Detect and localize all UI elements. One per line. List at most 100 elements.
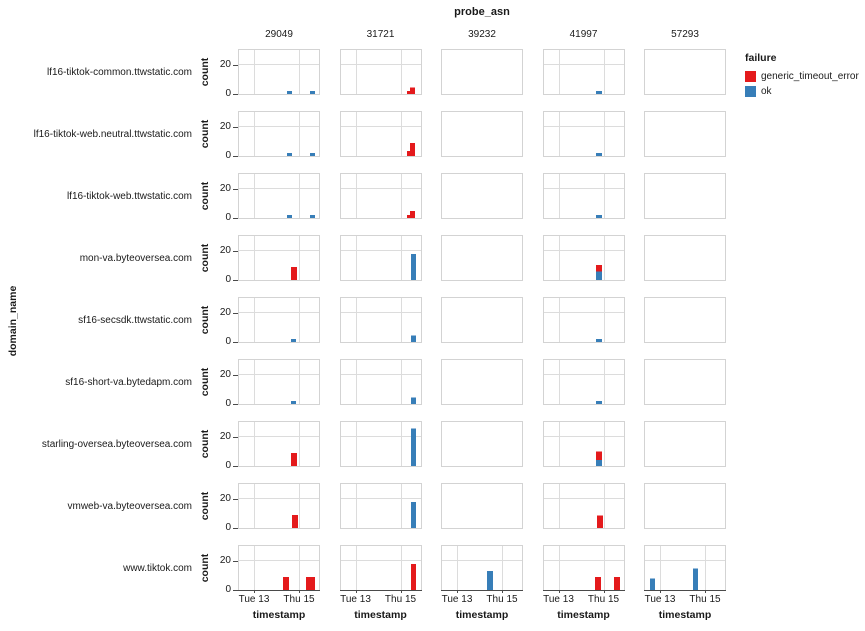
y-axis: count 20 0	[192, 298, 239, 347]
bar-segment	[595, 271, 602, 280]
x-axis-title: timestamp	[557, 609, 610, 621]
panel-plot	[340, 112, 421, 156]
facet-panel	[644, 297, 726, 343]
x-tick-mark	[558, 590, 560, 593]
facet-grid: lf16-tiktok-common.ttwstatic.com count 20 0…	[0, 49, 747, 608]
x-axis-line	[542, 590, 625, 591]
facet-panel	[441, 173, 523, 219]
y-tick-mark	[233, 93, 238, 95]
panel-plot	[543, 112, 624, 156]
facet-panel	[441, 359, 523, 405]
facet-column-header: 39232	[468, 29, 496, 40]
x-tick-mark	[400, 590, 402, 593]
y-tick-label: 20	[219, 493, 231, 504]
x-tick-label: Thu 15	[587, 594, 620, 605]
y-tick-mark	[233, 279, 238, 281]
facet-panel	[644, 421, 726, 467]
x-tick-label: Thu 15	[689, 594, 721, 605]
facet-row-label: sf16-secsdk.ttwstatic.com	[78, 314, 192, 326]
y-tick-mark	[233, 403, 238, 405]
panel-plot	[442, 484, 522, 528]
facet-row-label: sf16-short-va.bytedapm.com	[65, 376, 192, 388]
facet-panel	[238, 173, 320, 219]
x-axis-line	[441, 590, 523, 591]
x-tick-mark	[457, 590, 458, 593]
y-tick-label: 20	[219, 307, 231, 318]
panel-plot	[340, 50, 421, 94]
legend: failure generic_timeout_error ok	[745, 52, 859, 101]
x-axis-title: timestamp	[354, 609, 407, 621]
bar-segment	[595, 339, 602, 342]
y-axis: count 20 0	[192, 546, 239, 595]
bar-segment	[595, 215, 602, 218]
y-tick-label: 0	[225, 150, 231, 161]
y-tick-mark	[233, 589, 238, 591]
bar-segment	[409, 210, 415, 218]
facet-row-label: lf16-tiktok-common.ttwstatic.com	[46, 66, 192, 78]
facet-panel	[644, 483, 726, 529]
y-tick-mark	[233, 155, 238, 157]
facet-panel	[238, 49, 320, 95]
panel-plot	[239, 112, 319, 156]
bar-segment	[310, 153, 315, 156]
y-axis-title: count	[199, 553, 211, 583]
facet-panel	[644, 235, 726, 281]
bar-segment	[487, 571, 493, 590]
y-tick-mark	[233, 341, 238, 343]
facet-panel	[542, 111, 625, 157]
x-tick-label: Thu 15	[283, 594, 315, 605]
panel-plot	[442, 422, 522, 466]
facet-panel	[441, 483, 523, 529]
x-axis-titles: timestamp timestamp timestamp timestamp time…	[239, 609, 747, 621]
bar-segment	[291, 452, 297, 466]
x-tick-mark	[502, 590, 503, 593]
x-tick-label: Tue 13	[543, 594, 574, 605]
bar-segment	[406, 215, 410, 218]
facet-column-header: 57293	[671, 29, 699, 40]
panel-plot	[543, 50, 624, 94]
panel-plot	[645, 112, 725, 156]
y-axis: count 20 0	[192, 112, 239, 161]
panel-plot	[543, 174, 624, 218]
bar-segment	[693, 568, 698, 590]
panel-plot	[442, 546, 522, 590]
y-tick-label: 20	[219, 121, 231, 132]
panel-plot	[645, 546, 725, 590]
facet-row: starling-oversea.byteoversea.com count 20 0	[0, 421, 747, 471]
x-axis-line	[238, 590, 320, 591]
facet-panel	[542, 545, 625, 591]
facet-panel	[238, 421, 320, 467]
x-tick-mark	[705, 590, 706, 593]
y-axis: count 20 0	[192, 174, 239, 223]
facet-panel	[644, 49, 726, 95]
legend-item-label: ok	[761, 86, 772, 97]
facet-row: mon-va.byteoversea.com count 20 0	[0, 235, 747, 285]
y-axis-title: count	[199, 181, 211, 211]
x-axis-line	[644, 590, 726, 591]
facet-panel	[238, 483, 320, 529]
y-axis: count 20 0	[192, 50, 239, 99]
panel-plot	[543, 298, 624, 342]
facet-panel	[238, 359, 320, 405]
bar-segment	[292, 514, 298, 528]
bar-segment	[613, 576, 620, 590]
bar-segment	[310, 215, 315, 218]
bar-segment	[287, 215, 292, 218]
bar-segment	[409, 87, 415, 94]
bar-segment	[283, 576, 289, 590]
panel-plot	[340, 422, 421, 466]
facet-row-label: lf16-tiktok-web.neutral.ttwstatic.com	[33, 128, 192, 140]
panel-plot	[239, 484, 319, 528]
y-tick-label: 0	[225, 274, 231, 285]
panel-plot	[340, 298, 421, 342]
y-tick-mark	[233, 560, 238, 562]
panel-plot	[239, 360, 319, 404]
y-axis-title: count	[199, 57, 211, 87]
y-axis-title: count	[199, 429, 211, 459]
x-axis-line	[339, 590, 422, 591]
panel-plot	[645, 422, 725, 466]
facet-row-label: vmweb-va.byteoversea.com	[67, 500, 193, 512]
y-tick-mark	[233, 498, 238, 500]
facet-panel	[441, 545, 523, 591]
y-axis: count 20 0	[192, 484, 239, 533]
